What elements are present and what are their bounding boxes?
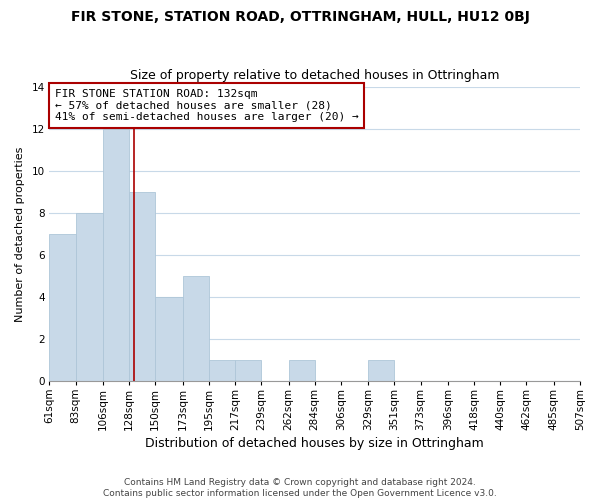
Title: Size of property relative to detached houses in Ottringham: Size of property relative to detached ho… <box>130 69 499 82</box>
Bar <box>129 192 155 381</box>
Bar <box>289 360 314 381</box>
Text: FIR STONE STATION ROAD: 132sqm
← 57% of detached houses are smaller (28)
41% of : FIR STONE STATION ROAD: 132sqm ← 57% of … <box>55 89 358 122</box>
Bar <box>155 297 182 381</box>
Bar <box>235 360 261 381</box>
Bar <box>49 234 76 381</box>
X-axis label: Distribution of detached houses by size in Ottringham: Distribution of detached houses by size … <box>145 437 484 450</box>
Bar <box>76 213 103 381</box>
Bar <box>209 360 235 381</box>
Text: Contains HM Land Registry data © Crown copyright and database right 2024.
Contai: Contains HM Land Registry data © Crown c… <box>103 478 497 498</box>
Bar <box>182 276 209 381</box>
Bar <box>368 360 394 381</box>
Bar <box>103 130 129 381</box>
Y-axis label: Number of detached properties: Number of detached properties <box>15 146 25 322</box>
Text: FIR STONE, STATION ROAD, OTTRINGHAM, HULL, HU12 0BJ: FIR STONE, STATION ROAD, OTTRINGHAM, HUL… <box>71 10 529 24</box>
